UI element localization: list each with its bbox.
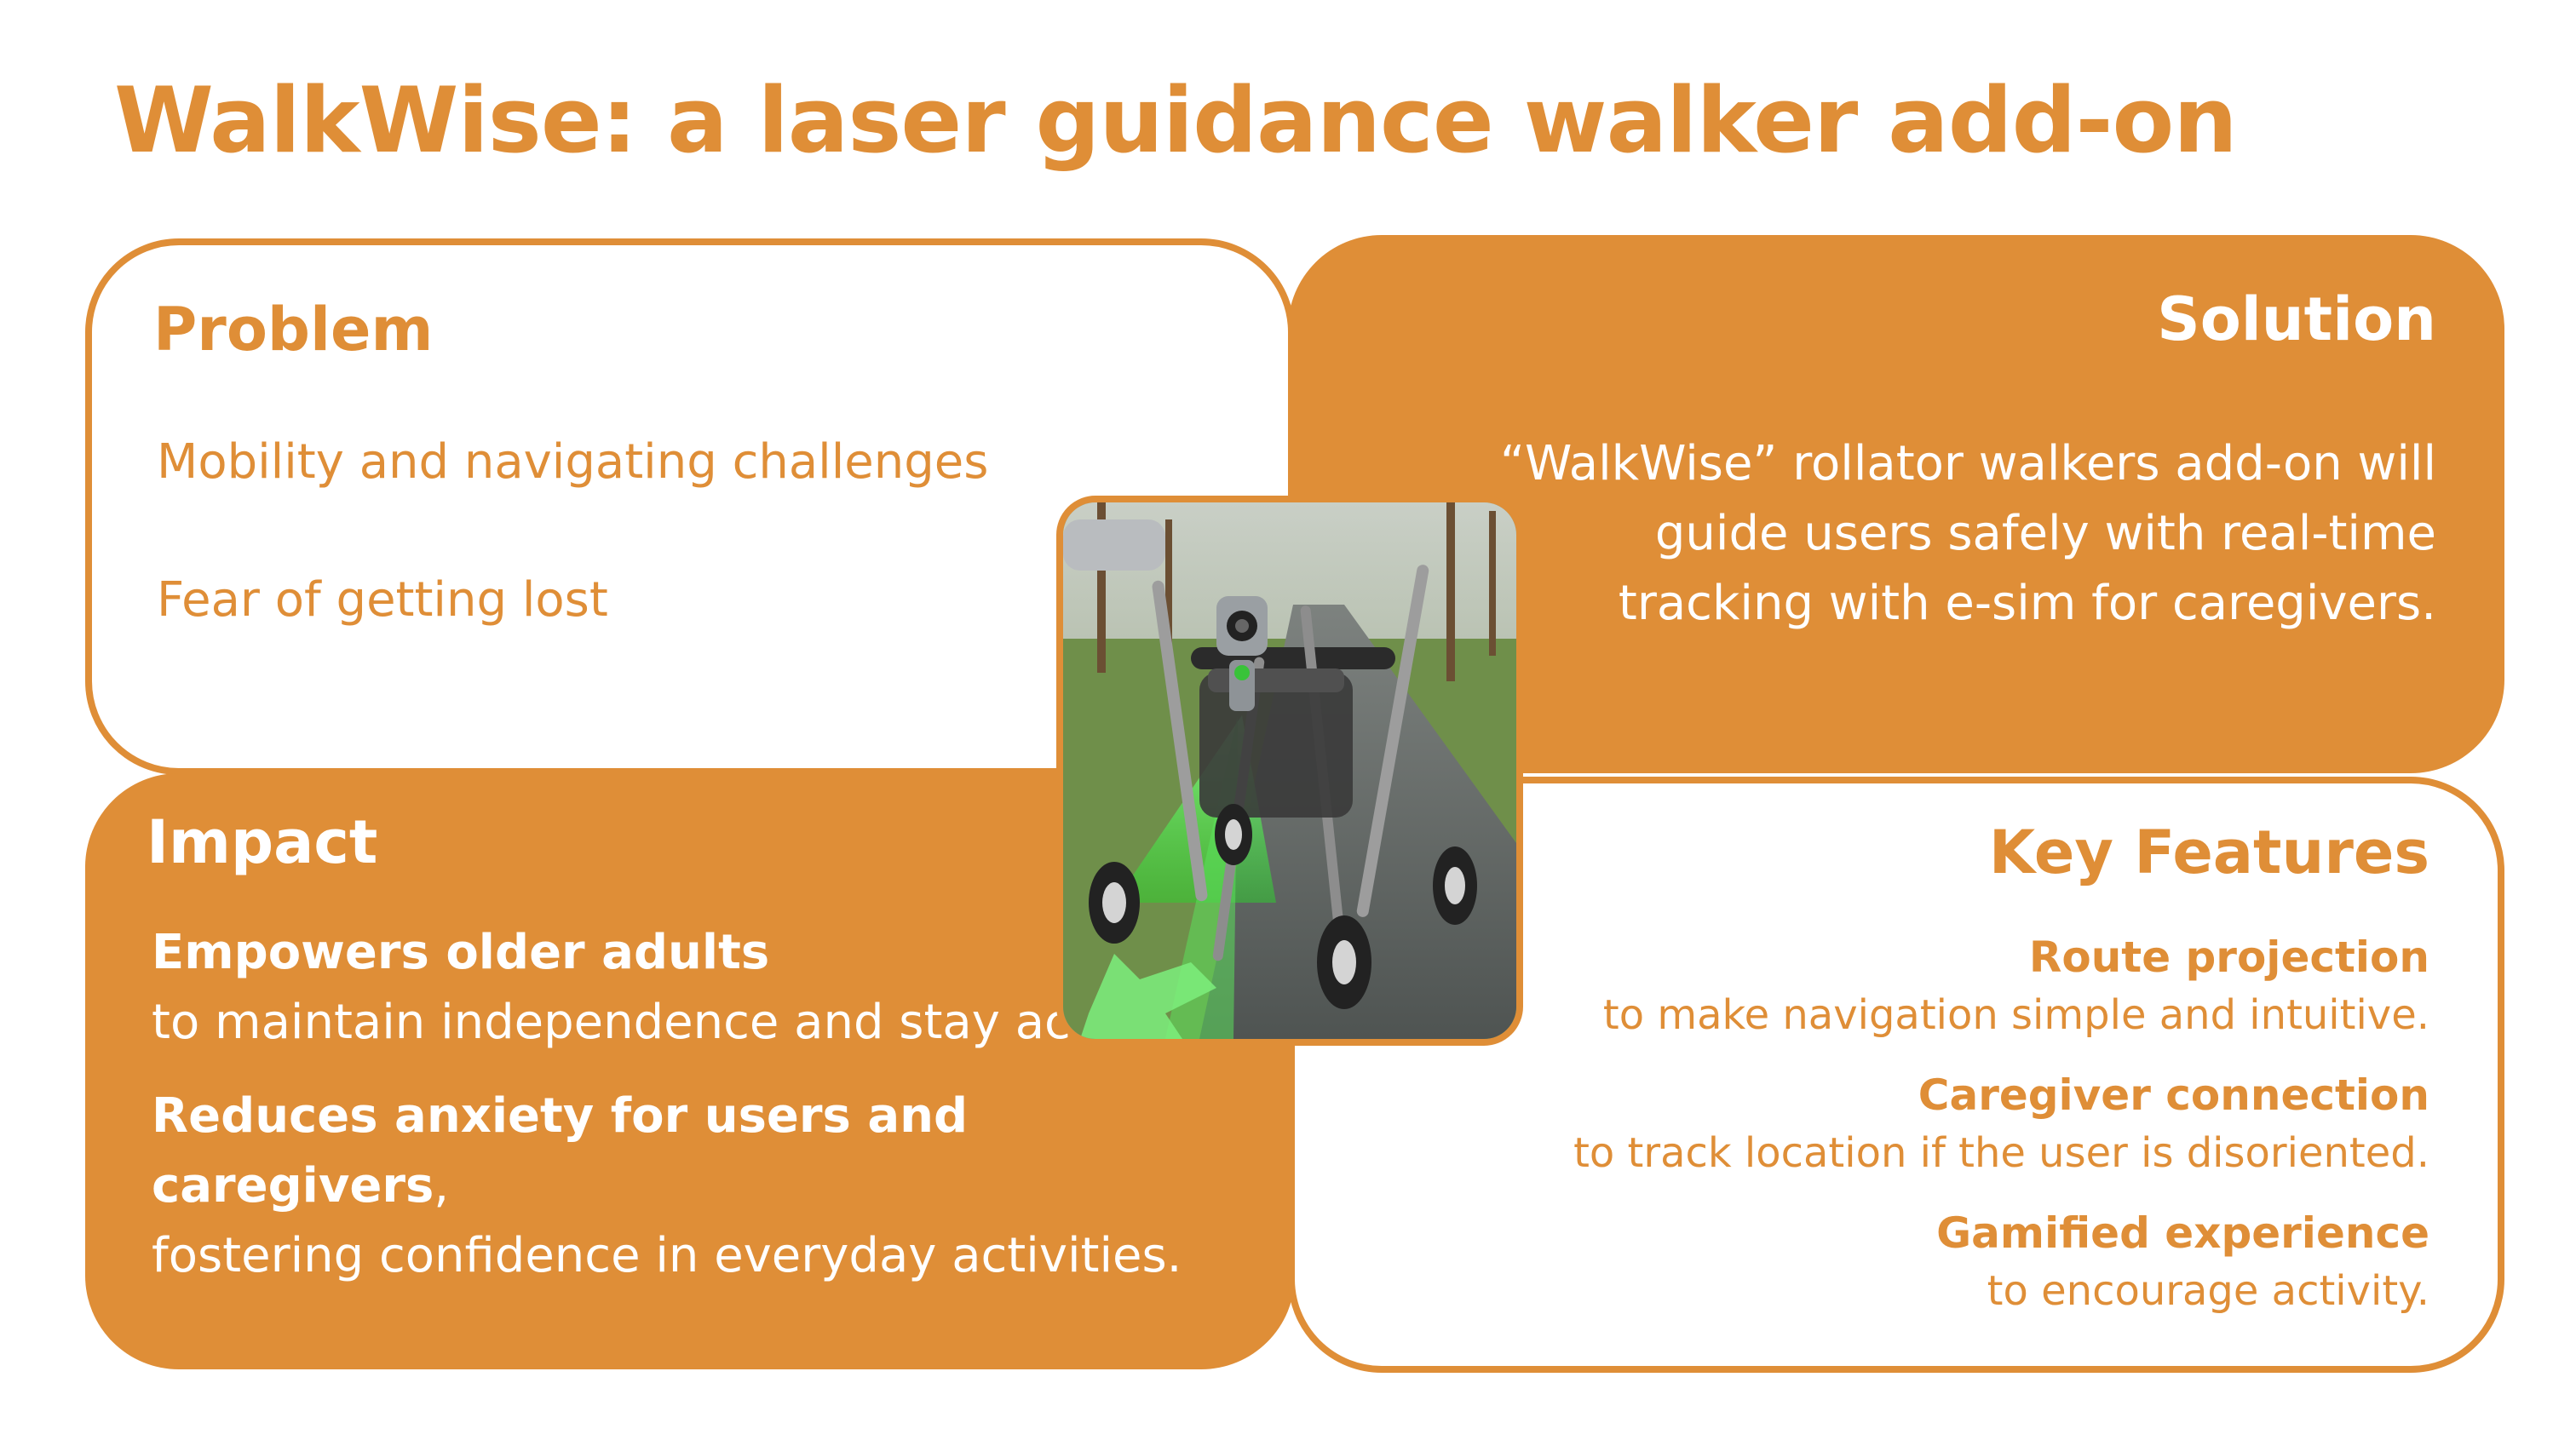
features-list: Route projection to make navigation simp… — [1407, 928, 2429, 1342]
impact-item-text: to maintain independence and stay active… — [152, 995, 1176, 1050]
problem-heading: Problem — [153, 295, 434, 364]
impact-item-title: Empowers older adults — [152, 925, 770, 980]
impact-heading: Impact — [147, 807, 378, 877]
impact-list: Empowers older adults to maintain indepe… — [152, 918, 1259, 1315]
walker-illustration-icon — [1063, 502, 1516, 1039]
impact-item-punct: , — [434, 1158, 450, 1214]
problem-list: Mobility and navigating challenges Fear … — [157, 433, 988, 709]
impact-item-text: fostering confidence in everyday activit… — [152, 1228, 1182, 1283]
feature-desc: to encourage activity. — [1987, 1267, 2429, 1315]
feature-item: Route projection to make navigation simp… — [1407, 928, 2429, 1044]
feature-item: Caregiver connection to track location i… — [1407, 1066, 2429, 1182]
problem-item: Fear of getting lost — [157, 572, 608, 628]
feature-item: Gamified experience to encourage activit… — [1407, 1204, 2429, 1320]
feature-title: Route projection — [2028, 932, 2429, 982]
solution-heading: Solution — [2157, 284, 2436, 354]
solution-text: “WalkWise” rollator walkers add-on will … — [1499, 436, 2436, 631]
feature-desc: to make navigation simple and intuitive. — [1602, 991, 2429, 1039]
feature-desc: to track location if the user is disorie… — [1573, 1129, 2429, 1177]
feature-title: Gamified experience — [1936, 1208, 2429, 1258]
problem-item: Mobility and navigating challenges — [157, 434, 989, 490]
impact-item: Empowers older adults to maintain indepe… — [152, 918, 1259, 1058]
walker-laser-photo — [1056, 496, 1523, 1046]
impact-item: Reduces anxiety for users and caregivers… — [152, 1082, 1259, 1291]
features-heading: Key Features — [1988, 818, 2429, 887]
impact-item-title: Reduces anxiety for users and caregivers — [152, 1088, 969, 1214]
feature-title: Caregiver connection — [1918, 1070, 2429, 1120]
page-title: WalkWise: a laser guidance walker add-on — [114, 68, 2238, 173]
